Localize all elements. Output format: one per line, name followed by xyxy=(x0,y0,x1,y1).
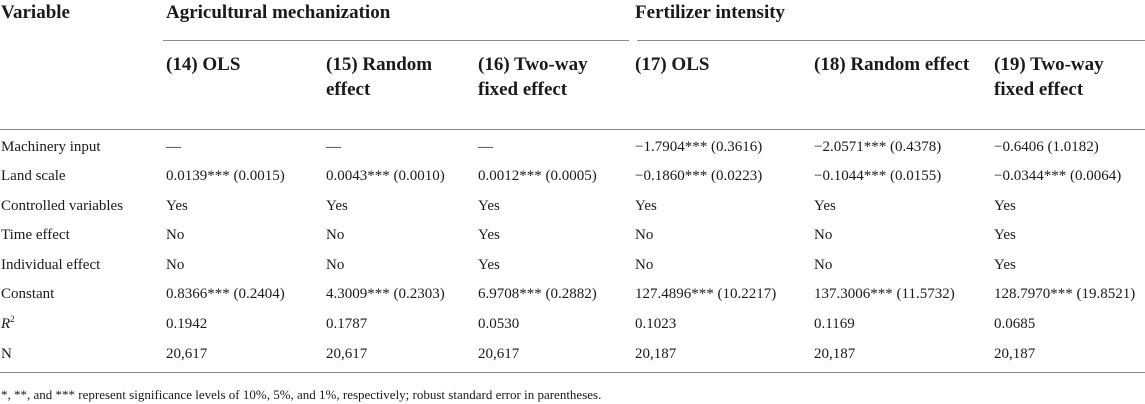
table-cell: Yes xyxy=(478,227,500,244)
table-cell: No xyxy=(326,256,345,273)
table-cell: No xyxy=(635,256,654,273)
table-cell: No xyxy=(326,227,345,244)
row-label: R2 xyxy=(0,310,163,340)
table-cell: −0.1860*** (0.0223) xyxy=(635,168,763,185)
table-cell: 20,187 xyxy=(991,339,1145,374)
table-footnote: *, **, and *** represent significance le… xyxy=(1,387,602,402)
table-cell: 0.1169 xyxy=(814,316,855,333)
table-cell: Yes xyxy=(326,197,348,214)
table-cell: Yes xyxy=(994,197,1016,214)
table-cell: 20,617 xyxy=(163,339,323,374)
table-cell: 0.0043*** (0.0010) xyxy=(326,168,445,185)
table-cell: 4.3009*** (0.2303) xyxy=(326,286,445,303)
table-cell: 0.0139*** (0.0015) xyxy=(166,168,285,185)
table-row: R2 0.1942 0.1787 0.0530 0.1023 0.1169 0.… xyxy=(0,310,1145,340)
table-cell: 128.7970*** (19.8521) xyxy=(994,286,1136,303)
table-cell: Yes xyxy=(478,197,500,214)
row-label: Constant xyxy=(1,286,55,303)
r-squared-exponent: 2 xyxy=(10,314,15,325)
column-header-14: (14) OLS xyxy=(163,41,323,130)
group-header-fertilizer-intensity: Fertilizer intensity xyxy=(635,2,786,23)
table-cell: Yes xyxy=(478,256,500,273)
group-rule-agricultural-mechanization xyxy=(163,40,629,41)
column-header-17: (17) OLS xyxy=(632,41,812,130)
column-header-15: (15) Random effect xyxy=(323,41,475,130)
variable-header-spacer xyxy=(0,41,163,130)
row-label: Individual effect xyxy=(1,256,101,273)
row-label: Controlled variables xyxy=(1,197,124,214)
table-cell: 0.1023 xyxy=(635,316,677,333)
variable-header: Variable xyxy=(1,2,70,23)
table-cell: Yes xyxy=(635,197,657,214)
table-cell: Yes xyxy=(994,256,1016,273)
table-cell: — xyxy=(478,138,493,155)
table-cell: 0.0685 xyxy=(994,316,1036,333)
header-group-row: Variable Agricultural mechanization Fert… xyxy=(0,0,1145,41)
row-label: Time effect xyxy=(1,227,70,244)
results-table: Variable Agricultural mechanization Fert… xyxy=(0,0,1145,374)
group-header-agricultural-mechanization: Agricultural mechanization xyxy=(166,2,391,23)
group-rule-fertilizer-intensity xyxy=(637,40,1145,41)
table-cell: 20,187 xyxy=(632,339,812,374)
table-cell: 0.1942 xyxy=(166,316,208,333)
table-row: Controlled variables Yes Yes Yes Yes Yes… xyxy=(0,192,1145,222)
table-cell: — xyxy=(326,138,341,155)
table-cell: No xyxy=(814,227,833,244)
table-row: Individual effect No No Yes No No Yes xyxy=(0,251,1145,281)
table-cell: 0.0530 xyxy=(478,316,520,333)
table-cell: 127.4896*** (10.2217) xyxy=(635,286,777,303)
header-column-row: (14) OLS (15) Random effect (16) Two-way… xyxy=(0,41,1145,130)
table-cell: 0.8366*** (0.2404) xyxy=(166,286,285,303)
column-header-16: (16) Two-way fixed effect xyxy=(475,41,633,130)
table-cell: 20,187 xyxy=(811,339,992,374)
row-label: Machinery input xyxy=(1,138,101,155)
table-cell: Yes xyxy=(166,197,188,214)
table-cell: −0.6406 (1.0182) xyxy=(994,138,1099,155)
table-cell: No xyxy=(635,227,654,244)
table-cell: No xyxy=(166,227,185,244)
table-body: Machinery input — — — −1.7904*** (0.3616… xyxy=(0,129,1145,374)
table-row: Time effect No No Yes No No Yes xyxy=(0,221,1145,251)
table-cell: −0.1044*** (0.0155) xyxy=(814,168,942,185)
table-row: Constant 0.8366*** (0.2404) 4.3009*** (0… xyxy=(0,280,1145,310)
table-cell: 20,617 xyxy=(323,339,475,374)
column-header-18: (18) Random effect xyxy=(811,41,992,130)
table-row: Machinery input — — — −1.7904*** (0.3616… xyxy=(0,129,1145,162)
table-cell: 0.0012*** (0.0005) xyxy=(478,168,597,185)
table-cell: Yes xyxy=(814,197,836,214)
table-cell: 20,617 xyxy=(475,339,633,374)
table-row: Land scale 0.0139*** (0.0015) 0.0043*** … xyxy=(0,162,1145,192)
table-cell: 6.9708*** (0.2882) xyxy=(478,286,597,303)
table-cell: Yes xyxy=(994,227,1016,244)
table-cell: 0.1787 xyxy=(326,316,368,333)
table-cell: 137.3006*** (11.5732) xyxy=(814,286,955,303)
table-cell: −2.0571*** (0.4378) xyxy=(814,138,942,155)
row-label: Land scale xyxy=(1,168,66,185)
table-cell: No xyxy=(166,256,185,273)
table-row: N 20,617 20,617 20,617 20,187 20,187 20,… xyxy=(0,339,1145,374)
row-label: N xyxy=(0,339,163,374)
table-cell: −1.7904*** (0.3616) xyxy=(635,138,763,155)
table-cell: −0.0344*** (0.0064) xyxy=(994,168,1122,185)
table-cell: No xyxy=(814,256,833,273)
column-header-19: (19) Two-way fixed effect xyxy=(991,41,1145,130)
r-squared-symbol: R xyxy=(1,316,11,333)
table-cell: — xyxy=(166,138,181,155)
